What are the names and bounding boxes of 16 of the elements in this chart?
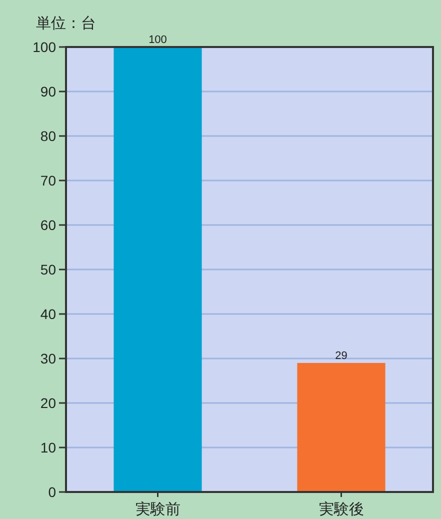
y-tick-label: 20 (40, 395, 56, 411)
y-tick-label: 30 (40, 350, 56, 366)
y-tick-label: 100 (32, 39, 56, 55)
y-tick-label: 40 (40, 306, 56, 322)
x-tick-label: 実験後 (318, 501, 364, 518)
y-tick-label: 70 (40, 172, 56, 188)
y-tick-label: 60 (40, 217, 56, 233)
y-tick-label: 80 (40, 128, 56, 144)
y-tick-label: 50 (40, 262, 56, 278)
y-tick-label: 90 (40, 84, 56, 100)
y-tick-label: 10 (40, 440, 56, 456)
data-label: 29 (335, 350, 348, 362)
data-label: 100 (148, 34, 167, 46)
x-tick-label: 実験前 (135, 501, 180, 518)
text: 単位：台 (36, 15, 96, 32)
y-tick-label: 0 (48, 484, 56, 500)
